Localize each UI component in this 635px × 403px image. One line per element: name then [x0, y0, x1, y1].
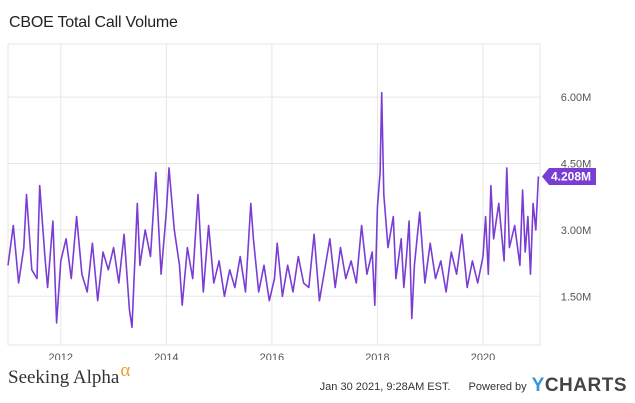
last-value-label: 4.208M — [551, 169, 591, 183]
plot-border — [7, 43, 541, 346]
y-tick-label: 3.00M — [561, 225, 592, 237]
timestamp: Jan 30 2021, 9:28AM EST. — [319, 381, 451, 393]
last-value-badge: 4.208M — [542, 167, 596, 185]
footer-attribution: Jan 30 2021, 9:28AM EST. Powered by YCHA… — [319, 375, 627, 398]
series-line — [7, 91, 540, 329]
x-tick-label: 2012 — [49, 352, 73, 360]
chart-title: CBOE Total Call Volume — [9, 14, 178, 31]
seeking-alpha-logo[interactable]: Seeking Alpha α — [8, 360, 130, 389]
x-tick-label: 2018 — [365, 352, 389, 360]
axis-ticks: 1.50M 3.00M 4.50M 6.00M 2012 2014 2016 2018 2020 — [49, 92, 592, 360]
chart-area: 1.50M 3.00M 4.50M 6.00M 2012 2014 2016 2018 2020… — [7, 43, 596, 360]
ycharts-logo-rest: CHARTS — [544, 375, 627, 396]
alpha-icon: α — [120, 360, 131, 381]
grid-lines — [7, 43, 541, 346]
x-tick-label: 2016 — [260, 352, 284, 360]
ycharts-logo[interactable]: YCHARTS — [532, 375, 627, 397]
ycharts-logo-y: Y — [531, 375, 545, 396]
x-tick-label: 2020 — [471, 352, 495, 360]
x-tick-label: 2014 — [154, 352, 178, 360]
powered-by-label: Powered by — [468, 381, 527, 393]
y-tick-label: 1.50M — [561, 291, 592, 303]
y-tick-label: 4.50M — [561, 159, 592, 171]
brand-name: Seeking Alpha — [8, 367, 120, 388]
y-tick-label: 6.00M — [561, 92, 592, 104]
last-value-badge-shape — [542, 167, 596, 185]
